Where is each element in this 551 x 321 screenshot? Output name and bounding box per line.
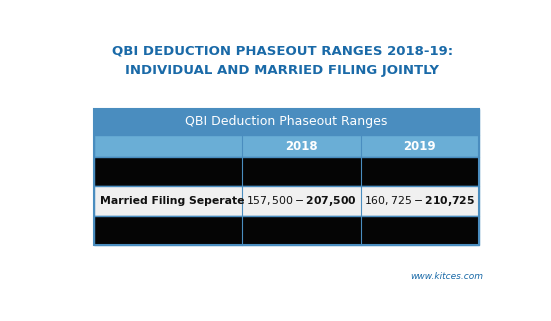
Text: $160,725 - $210,725: $160,725 - $210,725 xyxy=(364,194,476,208)
Bar xyxy=(95,109,479,245)
Text: QBI Deduction Phaseout Ranges: QBI Deduction Phaseout Ranges xyxy=(186,116,388,128)
Text: 2019: 2019 xyxy=(403,140,436,152)
Bar xyxy=(95,216,479,245)
Bar xyxy=(95,135,479,157)
Text: 2018: 2018 xyxy=(285,140,318,152)
Text: INDIVIDUAL AND MARRIED FILING JOINTLY: INDIVIDUAL AND MARRIED FILING JOINTLY xyxy=(126,65,439,77)
Bar xyxy=(95,109,479,135)
Text: QBI DEDUCTION PHASEOUT RANGES 2018-19:: QBI DEDUCTION PHASEOUT RANGES 2018-19: xyxy=(112,45,453,58)
Text: $157,500 - $207,500: $157,500 - $207,500 xyxy=(246,194,357,208)
Bar xyxy=(95,157,479,186)
Bar xyxy=(95,186,479,216)
Text: www.kitces.com: www.kitces.com xyxy=(410,272,483,281)
Text: Married Filing Seperate: Married Filing Seperate xyxy=(100,196,244,206)
